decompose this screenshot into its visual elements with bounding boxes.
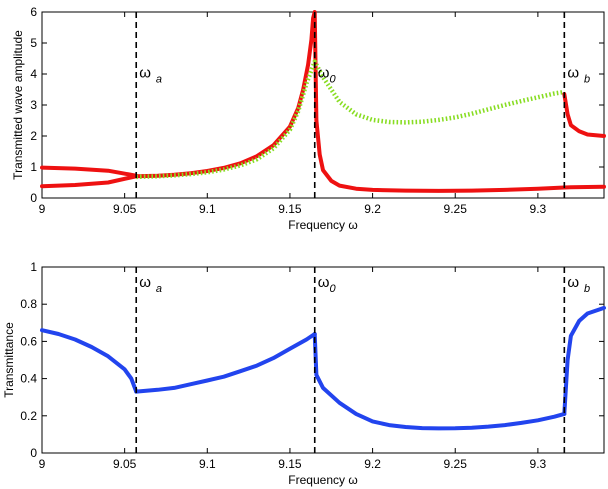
x-tick-label: 9.2 <box>364 457 381 471</box>
x-tick-label: 9.1 <box>199 457 216 471</box>
series-line <box>562 92 606 138</box>
omega-annotation: ω0 <box>318 274 337 295</box>
y-tick-label: 0.4 <box>20 372 37 386</box>
x-tick-label: 9.25 <box>444 202 468 216</box>
y-tick-label: 0.2 <box>20 409 37 423</box>
x-tick-label: 9.3 <box>530 457 547 471</box>
x-tick-label: 9.05 <box>113 202 137 216</box>
y-tick-label: 1 <box>30 260 37 274</box>
x-tick-label: 9.2 <box>364 202 381 216</box>
chart-panel-2: 9 9.05 9.1 9.15 9.2 9.25 9.3 0 0.2 0.4 0.6 0.8 1 Freq… <box>2 260 606 487</box>
y-tick-label: 2 <box>30 129 37 143</box>
x-tick-label: 9 <box>39 457 46 471</box>
x-tick-label: 9.3 <box>530 202 547 216</box>
omega-annotation: ω0 <box>318 64 337 85</box>
series-line <box>136 59 565 180</box>
x-axis-label: Frequency ω <box>288 473 357 487</box>
y-tick-label: 5 <box>30 36 37 50</box>
chart-panel-1: 9 9.05 9.1 9.15 9.2 9.25 9.3 0 1 2 3 4 5 6 Frequency ω… <box>11 5 606 232</box>
plot-frame <box>41 266 605 454</box>
series-line <box>312 332 567 431</box>
series-line <box>134 10 567 193</box>
x-tick-label: 9.1 <box>199 202 216 216</box>
y-tick-label: 3 <box>30 98 37 112</box>
series-line <box>40 174 139 189</box>
series-line <box>562 305 606 416</box>
y-axis-label: Transmitted wave amplitude <box>11 30 25 180</box>
y-tick-label: 0.6 <box>20 334 37 348</box>
x-axis-label: Frequency ω <box>288 218 357 232</box>
y-tick-label: 1 <box>30 160 37 174</box>
x-tick-label: 9 <box>39 202 46 216</box>
y-axis-label: Transmittance <box>2 322 16 398</box>
y-tick-label: 6 <box>30 5 37 19</box>
series-line <box>40 328 139 394</box>
x-tick-label: 9.15 <box>278 457 302 471</box>
y-tick-label: 0.8 <box>20 297 37 311</box>
x-tick-label: 9.05 <box>113 457 137 471</box>
series-line <box>40 165 139 178</box>
x-tick-label: 9.15 <box>278 202 302 216</box>
series-line <box>134 332 317 394</box>
series-line <box>562 184 606 190</box>
y-tick-label: 4 <box>30 67 37 81</box>
y-tick-label: 0 <box>30 191 37 205</box>
y-tick-label: 0 <box>30 446 37 460</box>
x-tick-label: 9.25 <box>444 457 468 471</box>
